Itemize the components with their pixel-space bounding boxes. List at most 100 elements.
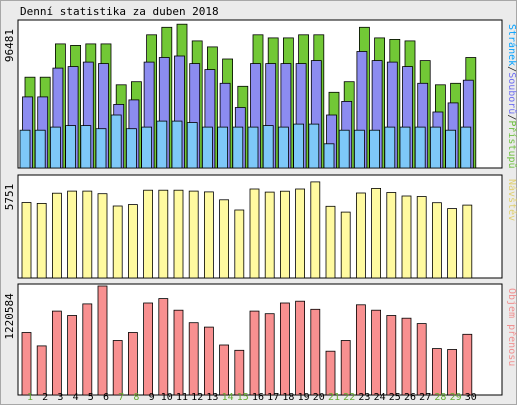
x-tick-label-day-16: 16	[252, 392, 264, 403]
bar-objem-p-enosu-day-17	[264, 313, 275, 396]
bar-n-v-t-v-day-3	[52, 192, 62, 279]
panel-3-max-label: 1220584	[3, 293, 16, 340]
bar-str-nek-day-29	[445, 129, 457, 169]
bar-n-v-t-v-day-8	[127, 204, 138, 279]
bar-objem-p-enosu-day-7	[112, 340, 123, 396]
bar-str-nek-day-19	[293, 123, 305, 169]
bar-str-nek-day-17	[262, 125, 274, 169]
panel-2-legend: Návštěv	[506, 179, 517, 221]
x-tick-label-day-24: 24	[374, 392, 386, 403]
bar-str-nek-day-5	[80, 125, 92, 169]
bar-objem-p-enosu-day-2	[36, 345, 47, 396]
bar-str-nek-day-27	[414, 126, 426, 169]
bar-n-v-t-v-day-9	[143, 189, 154, 279]
x-tick-label-day-17: 17	[267, 392, 279, 403]
bar-str-nek-day-21	[323, 143, 335, 169]
bar-objem-p-enosu-day-23	[355, 304, 366, 396]
bar-str-nek-day-12	[186, 122, 198, 169]
bar-str-nek-day-7	[110, 114, 122, 169]
x-tick-label-day-22: 22	[343, 392, 355, 403]
x-tick-label-day-12: 12	[191, 392, 203, 403]
bar-objem-p-enosu-day-12	[188, 322, 199, 396]
x-tick-label-day-28: 28	[434, 392, 446, 403]
bar-objem-p-enosu-day-27	[416, 323, 427, 396]
bar-str-nek-day-22	[338, 129, 350, 169]
bar-n-v-t-v-day-20	[310, 181, 321, 279]
bar-objem-p-enosu-day-6	[97, 285, 108, 396]
bar-str-nek-day-3	[50, 126, 61, 169]
bar-str-nek-day-11	[171, 120, 183, 169]
bar-objem-p-enosu-day-10	[158, 298, 169, 396]
x-tick-label-day-18: 18	[282, 392, 294, 403]
bar-n-v-t-v-day-10	[158, 189, 169, 279]
bar-objem-p-enosu-day-21	[325, 350, 336, 396]
bar-objem-p-enosu-day-28	[431, 348, 442, 396]
bar-str-nek-day-15	[232, 126, 244, 169]
legend-str-nek: Stránek	[506, 24, 517, 66]
bar-str-nek-day-1	[19, 129, 31, 169]
x-tick-label-day-8: 8	[133, 392, 139, 403]
bar-str-nek-day-6	[95, 128, 107, 169]
bar-n-v-t-v-day-13	[203, 191, 214, 279]
bar-objem-p-enosu-day-14	[219, 344, 230, 396]
x-tick-label-day-13: 13	[206, 392, 218, 403]
bar-n-v-t-v-day-14	[219, 199, 230, 279]
chart-title: Denní statistika za duben 2018	[20, 5, 219, 18]
bar-str-nek-day-16	[247, 126, 259, 169]
legend-separator: /	[506, 66, 517, 72]
bar-n-v-t-v-day-30	[462, 204, 473, 279]
panel-1: 96481 Stránek/Souborů/Přístupů	[3, 19, 517, 169]
bar-n-v-t-v-day-24	[371, 187, 382, 279]
bar-n-v-t-v-day-19	[295, 188, 306, 279]
bar-str-nek-day-9	[141, 126, 153, 169]
bar-n-v-t-v-day-15	[234, 209, 245, 279]
legend-separator: /	[506, 114, 517, 120]
bar-n-v-t-v-day-18	[279, 190, 290, 279]
x-tick-label-day-23: 23	[358, 392, 370, 403]
x-tick-label-day-19: 19	[298, 392, 310, 403]
bar-objem-p-enosu-day-9	[143, 302, 154, 396]
panel-2-max-label: 5751	[3, 184, 16, 211]
bar-n-v-t-v-day-5	[82, 190, 93, 279]
bar-n-v-t-v-day-2	[36, 202, 47, 279]
bar-n-v-t-v-day-12	[188, 190, 199, 279]
bar-str-nek-day-4	[65, 125, 76, 169]
panel-3: 1220584 Objem přenosu	[3, 283, 517, 396]
bar-objem-p-enosu-day-4	[67, 315, 77, 396]
bar-str-nek-day-30	[460, 126, 472, 169]
x-tick-label-day-26: 26	[404, 392, 416, 403]
bar-str-nek-day-13	[201, 126, 213, 169]
bar-str-nek-day-20	[308, 123, 320, 169]
x-tick-label-day-15: 15	[237, 392, 249, 403]
bar-n-v-t-v-day-22	[340, 211, 351, 279]
legend-objem-p-enosu: Objem přenosu	[506, 288, 517, 366]
bar-n-v-t-v-day-25	[386, 192, 397, 279]
x-tick-label-day-7: 7	[118, 392, 124, 403]
bar-n-v-t-v-day-26	[401, 195, 412, 279]
bar-n-v-t-v-day-21	[325, 205, 336, 279]
bar-objem-p-enosu-day-5	[82, 303, 93, 396]
x-tick-label-day-10: 10	[161, 392, 173, 403]
x-tick-label-day-14: 14	[222, 392, 234, 403]
bar-objem-p-enosu-day-13	[203, 326, 214, 396]
bar-objem-p-enosu-day-16	[249, 310, 260, 396]
bar-objem-p-enosu-day-19	[295, 300, 306, 396]
bar-n-v-t-v-day-4	[67, 190, 77, 279]
bar-objem-p-enosu-day-11	[173, 309, 184, 396]
bar-n-v-t-v-day-27	[416, 196, 427, 279]
bar-str-nek-day-8	[126, 128, 137, 169]
bar-n-v-t-v-day-6	[97, 193, 108, 279]
panel-2: 5751 Návštěv	[3, 174, 517, 279]
bar-objem-p-enosu-day-24	[371, 309, 382, 396]
x-tick-label-day-25: 25	[389, 392, 401, 403]
bar-str-nek-day-24	[369, 129, 381, 169]
bar-str-nek-day-14	[217, 126, 229, 169]
bar-n-v-t-v-day-1	[21, 202, 32, 279]
bar-str-nek-day-23	[353, 129, 365, 169]
x-tick-label-day-1: 1	[27, 392, 33, 403]
x-tick-label-day-5: 5	[88, 392, 94, 403]
bar-n-v-t-v-day-17	[264, 191, 275, 279]
x-tick-label-day-21: 21	[328, 392, 340, 403]
bar-objem-p-enosu-day-29	[447, 349, 458, 396]
